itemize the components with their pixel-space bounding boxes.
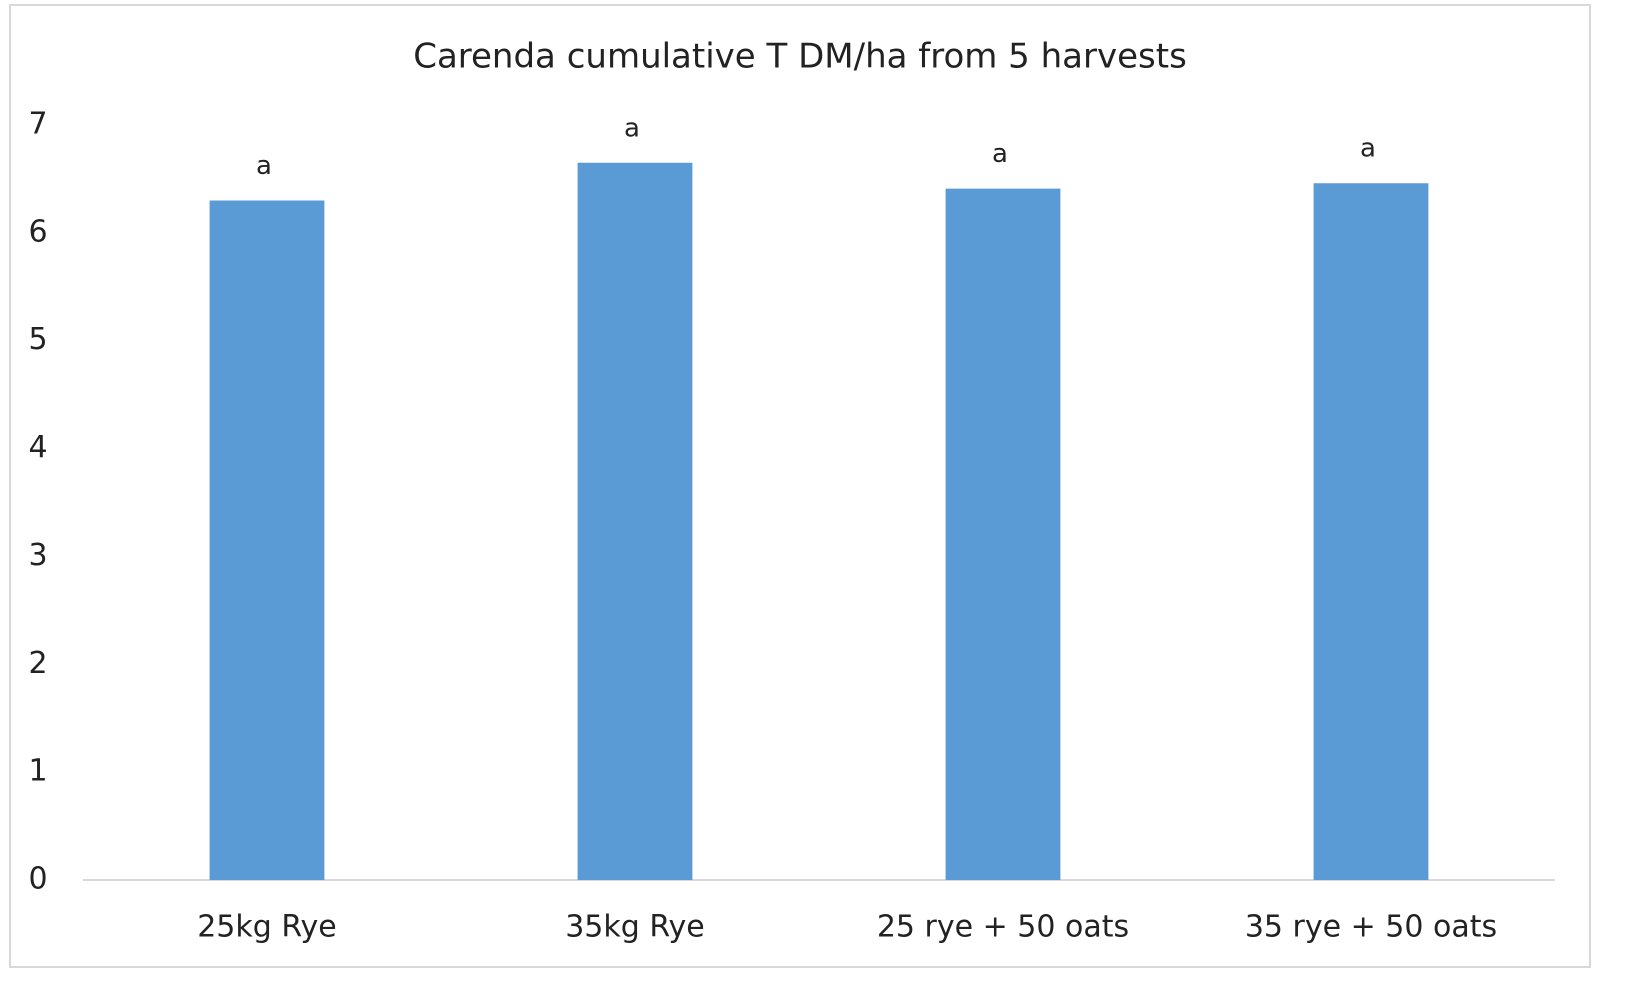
y-tick-label: 2 xyxy=(28,646,47,681)
y-tick-label: 3 xyxy=(28,538,47,573)
bar xyxy=(209,200,325,880)
bar xyxy=(945,188,1061,880)
x-tick-label: 35kg Rye xyxy=(565,910,705,945)
bar xyxy=(1313,183,1429,880)
y-tick-label: 5 xyxy=(28,322,47,357)
annotation: a xyxy=(992,139,1008,169)
y-tick-label: 1 xyxy=(28,754,47,789)
y-tick-label: 0 xyxy=(28,862,47,897)
bar xyxy=(577,162,693,880)
y-tick-label: 4 xyxy=(28,430,47,465)
annotation: a xyxy=(624,113,640,143)
y-tick-label: 7 xyxy=(28,107,47,142)
y-tick-label: 6 xyxy=(28,214,47,249)
annotation: a xyxy=(256,151,272,181)
annotation: a xyxy=(1360,134,1376,164)
x-tick-label: 35 rye + 50 oats xyxy=(1245,910,1497,945)
chart-title: Carenda cumulative T DM/ha from 5 harves… xyxy=(413,37,1187,77)
x-tick-label: 25kg Rye xyxy=(197,910,337,945)
x-tick-label: 25 rye + 50 oats xyxy=(877,910,1129,945)
